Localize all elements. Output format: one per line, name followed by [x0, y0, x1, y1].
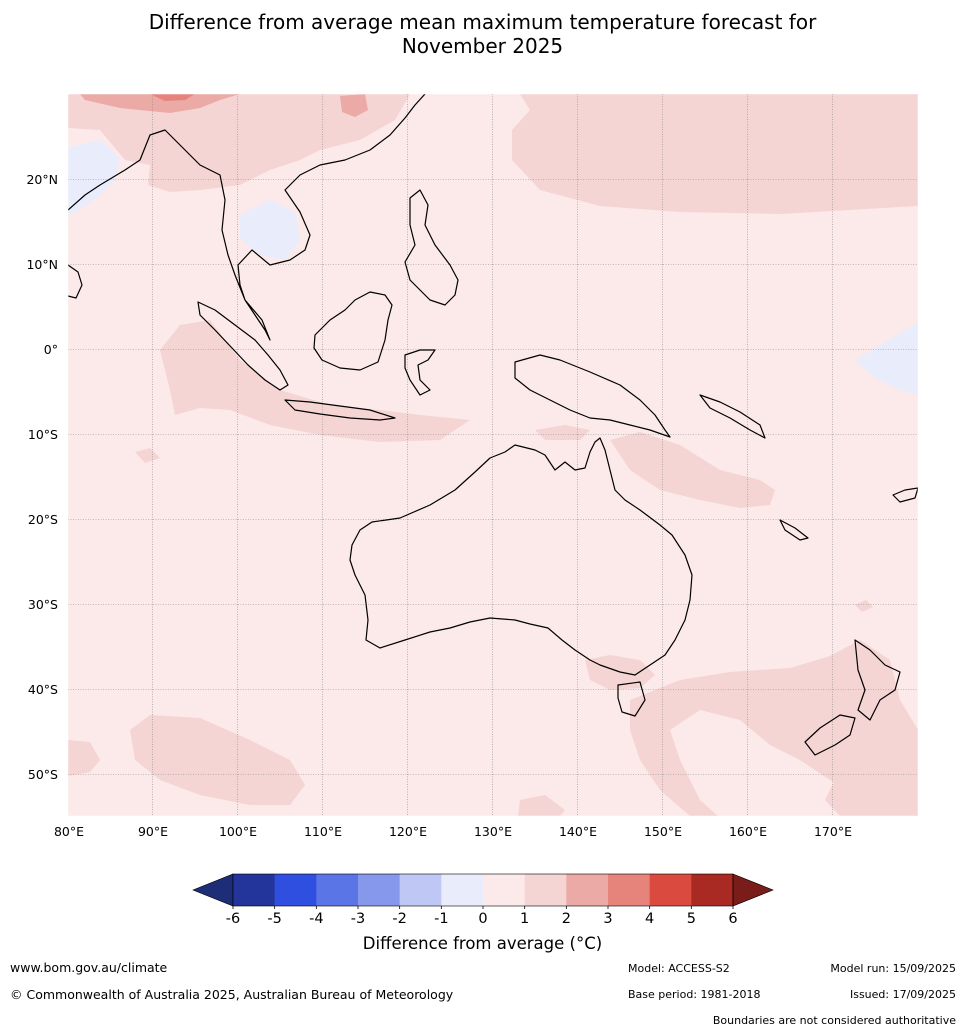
coastline-solomon-islands — [699, 394, 766, 439]
colorbar-cell — [399, 874, 442, 906]
base-period: Base period: 1981-2018 — [628, 988, 761, 1001]
map-title-line-1: Difference from average mean maximum tem… — [148, 10, 817, 34]
colorbar: -6 -5 -4 -3 -2 -1 0 1 2 3 4 5 6 — [192, 873, 774, 927]
colorbar-cell — [608, 874, 650, 906]
lon-label-160e: 160°E — [729, 824, 767, 839]
copyright-notice: © Commonwealth of Australia 2025, Austra… — [10, 987, 454, 1002]
colorbar-tick-label: 6 — [728, 911, 737, 927]
colorbar-tick-label: -6 — [226, 911, 240, 927]
colorbar-label: Difference from average (°C) — [362, 934, 603, 953]
anomaly-fields — [68, 94, 918, 816]
colorbar-cells — [233, 874, 734, 906]
anomaly-region-south-edge — [518, 795, 565, 816]
colorbar-cell — [649, 874, 692, 906]
colorbar-tick-label: 2 — [562, 911, 571, 927]
model-run-date: Model run: 15/09/2025 — [830, 962, 956, 975]
colorbar-cell — [316, 874, 359, 906]
colorbar-tick-label: 0 — [478, 911, 487, 927]
latitude-labels: 20°N 10°N 0° 10°S 20°S 30°S 40°S 50°S — [26, 172, 58, 782]
anomaly-region-southwest-ocean — [130, 715, 305, 805]
colorbar-cell — [441, 874, 484, 906]
colorbar-tick-label: -1 — [434, 911, 448, 927]
map-title-line-2: November 2025 — [401, 34, 564, 58]
anomaly-region-small-patch — [135, 448, 160, 463]
colorbar-ticks: -6 -5 -4 -3 -2 -1 0 1 2 3 4 5 6 — [226, 906, 738, 927]
lat-label-20s: 20°S — [28, 512, 58, 527]
colorbar-over-arrow — [732, 873, 774, 907]
anomaly-region-tibet — [150, 94, 195, 101]
colorbar-tick-label: -5 — [267, 911, 281, 927]
colorbar-tick-label: -4 — [309, 911, 323, 927]
anomaly-region-far-south-ocean — [825, 745, 918, 816]
coastline-tasmania — [617, 681, 646, 717]
model-name: Model: ACCESS-S2 — [628, 962, 730, 975]
lon-label-110e: 110°E — [304, 824, 342, 839]
lat-label-10n: 10°N — [26, 257, 58, 272]
colorbar-cell — [274, 874, 317, 906]
colorbar-cell — [358, 874, 400, 906]
issued-date: Issued: 17/09/2025 — [849, 988, 956, 1001]
anomaly-region-west-edge — [68, 740, 100, 776]
colorbar-tick-label: -2 — [392, 911, 406, 927]
coastline-sulawesi — [404, 349, 436, 396]
lat-label-20n: 20°N — [26, 172, 58, 187]
anomaly-region-china — [340, 94, 368, 117]
lat-label-10s: 10°S — [28, 427, 58, 442]
anomaly-region-indochina — [240, 200, 300, 260]
coastline-india-west — [68, 264, 83, 299]
lat-label-40s: 40°S — [28, 682, 58, 697]
colorbar-cell — [233, 874, 275, 906]
anomaly-region-east-pacific — [855, 322, 918, 395]
anomaly-region-timor-patch — [535, 425, 590, 440]
colorbar-tick-label: -3 — [351, 911, 365, 927]
colorbar-tick-label: 3 — [603, 911, 612, 927]
coastline-borneo — [313, 291, 393, 371]
coastline-fiji — [892, 487, 918, 503]
lon-label-120e: 120°E — [389, 824, 427, 839]
lat-label-50s: 50°S — [28, 767, 58, 782]
coastline-new-guinea — [514, 354, 671, 438]
coastline-mainland-asia — [68, 94, 426, 341]
colorbar-tick-label: 4 — [645, 911, 654, 927]
lat-label-30s: 30°S — [28, 597, 58, 612]
coastline-new-zealand-north — [854, 639, 901, 721]
lon-label-140e: 140°E — [559, 824, 597, 839]
colorbar-tick-label: 1 — [520, 911, 529, 927]
anomaly-region-east-patch — [855, 600, 873, 612]
boundaries-disclaimer: Boundaries are not considered authoritat… — [712, 1014, 956, 1027]
map-frame — [67, 93, 919, 817]
anomaly-region-coral-sea — [610, 432, 775, 508]
coastlines — [68, 94, 918, 756]
gridlines — [68, 94, 918, 816]
anomaly-region-asia — [68, 94, 410, 192]
lon-label-100e: 100°E — [219, 824, 257, 839]
website-link[interactable]: www.bom.gov.au/climate — [10, 960, 168, 975]
anomaly-region-bay-of-bengal — [68, 140, 120, 215]
lon-label-170e: 170°E — [814, 824, 852, 839]
lon-label-90e: 90°E — [138, 824, 168, 839]
colorbar-cell — [524, 874, 567, 906]
colorbar-cell — [691, 874, 734, 906]
coastline-java — [284, 399, 396, 421]
coastline-new-zealand-south — [804, 714, 856, 756]
coastline-sumatra — [197, 301, 289, 391]
anomaly-region-himalaya — [80, 94, 240, 113]
lat-label-0: 0° — [44, 342, 58, 357]
colorbar-under-arrow — [192, 873, 234, 907]
anomaly-region-southern-ocean — [630, 640, 918, 816]
colorbar-tick-label: 5 — [687, 911, 696, 927]
coastline-new-caledonia — [779, 519, 809, 541]
colorbar-cell — [483, 874, 525, 906]
lon-label-150e: 150°E — [644, 824, 682, 839]
coastline-philippines — [404, 189, 459, 306]
lon-label-130e: 130°E — [474, 824, 512, 839]
anomaly-region-north-pacific — [512, 94, 918, 214]
longitude-labels: 80°E 90°E 100°E 110°E 120°E 130°E 140°E … — [54, 824, 852, 839]
coastline-australia — [349, 437, 693, 676]
colorbar-cell — [566, 874, 609, 906]
lon-label-80e: 80°E — [54, 824, 84, 839]
